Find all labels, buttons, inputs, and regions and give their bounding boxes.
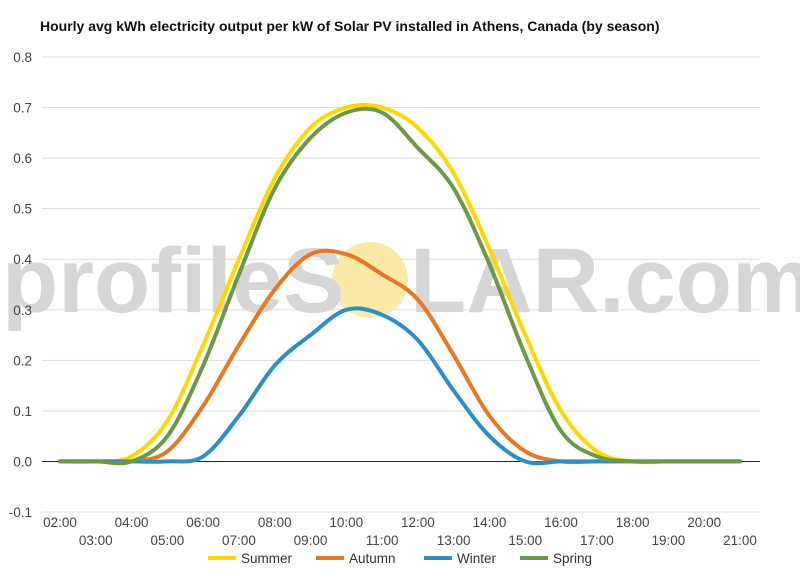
- x-tick-label: 12:00: [401, 515, 435, 530]
- x-tick-label: 11:00: [366, 533, 399, 548]
- x-tick-label: 21:00: [723, 533, 757, 548]
- y-tick-label: 0.4: [13, 252, 32, 267]
- x-tick-label: 08:00: [258, 515, 292, 530]
- x-tick-label: 06:00: [186, 515, 220, 530]
- sun-logo-icon: [332, 242, 408, 318]
- watermark: profileS LAR.com: [2, 230, 800, 332]
- y-tick-label: 0.3: [13, 303, 32, 318]
- x-tick-label: 16:00: [544, 515, 578, 530]
- legend-label: Winter: [457, 551, 497, 566]
- x-tick-label: 15:00: [508, 533, 542, 548]
- y-tick-label: 0.6: [13, 151, 32, 166]
- watermark-text-left: profileS: [2, 230, 344, 332]
- series-layer: [58, 103, 742, 466]
- legend-label: Spring: [553, 551, 592, 566]
- watermark-text-right: LAR.com: [410, 230, 800, 332]
- x-axis-ticks: 02:0003:0004:0005:0006:0007:0008:0009:00…: [43, 515, 757, 548]
- x-tick-label: 02:00: [43, 515, 77, 530]
- y-tick-label: 0.7: [13, 101, 32, 116]
- y-tick-label: 0.8: [13, 50, 32, 65]
- legend: Summer Autumn Winter Spring: [208, 551, 592, 566]
- x-tick-label: 14:00: [473, 515, 507, 530]
- x-tick-label: 13:00: [437, 533, 471, 548]
- x-tick-label: 07:00: [222, 533, 256, 548]
- x-tick-label: 03:00: [79, 533, 113, 548]
- y-tick-label: 0.2: [13, 353, 32, 368]
- x-tick-label: 05:00: [150, 533, 184, 548]
- x-tick-label: 10:00: [329, 515, 363, 530]
- y-tick-label: 0.5: [13, 202, 32, 217]
- y-tick-label: 0.0: [13, 454, 32, 469]
- x-tick-label: 04:00: [115, 515, 149, 530]
- y-tick-label: 0.1: [13, 404, 32, 419]
- x-tick-label: 18:00: [616, 515, 650, 530]
- legend-label: Autumn: [349, 551, 396, 566]
- legend-label: Summer: [241, 551, 293, 566]
- x-tick-label: 19:00: [652, 533, 686, 548]
- series-line-spring: [58, 106, 742, 466]
- y-tick-label: -0.1: [9, 505, 32, 520]
- grid-layer: [42, 56, 760, 513]
- x-tick-label: 09:00: [294, 533, 328, 548]
- chart-title: Hourly avg kWh electricity output per kW…: [40, 18, 660, 34]
- x-tick-label: 17:00: [580, 533, 614, 548]
- y-axis-ticks: -0.1 0.0 0.1 0.2 0.3 0.4 0.5 0.6 0.7 0.8: [9, 50, 33, 520]
- x-tick-label: 20:00: [687, 515, 721, 530]
